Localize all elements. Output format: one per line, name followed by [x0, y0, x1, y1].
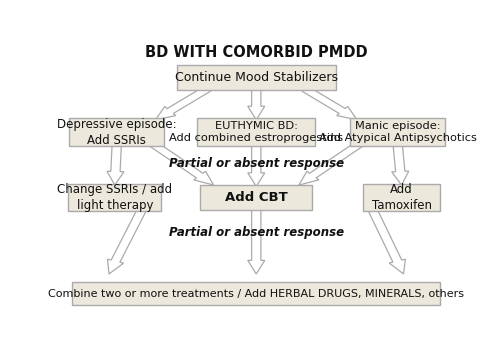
Polygon shape [392, 144, 409, 185]
Text: Partial or absent response: Partial or absent response [168, 157, 344, 170]
Polygon shape [150, 142, 214, 185]
Polygon shape [299, 142, 362, 185]
Text: Combine two or more treatments / Add HERBAL DRUGS, MINERALS, others: Combine two or more treatments / Add HER… [48, 289, 464, 299]
Text: Continue Mood Stabilizers: Continue Mood Stabilizers [175, 71, 338, 84]
Polygon shape [107, 144, 124, 185]
Text: Manic episode:
Add Atypical Antipsychotics: Manic episode: Add Atypical Antipsychoti… [319, 121, 476, 143]
FancyBboxPatch shape [70, 119, 164, 146]
Text: Add CBT: Add CBT [225, 191, 288, 204]
FancyBboxPatch shape [177, 65, 336, 90]
Text: Change SSRIs / add
light therapy: Change SSRIs / add light therapy [57, 183, 172, 212]
FancyBboxPatch shape [363, 184, 440, 211]
Polygon shape [302, 86, 357, 120]
Text: Depressive episode:
Add SSRIs: Depressive episode: Add SSRIs [57, 118, 176, 146]
Polygon shape [248, 89, 265, 120]
Text: EUTHYMIC BD:
Add combined estroprogestins: EUTHYMIC BD: Add combined estroprogestin… [169, 121, 344, 143]
FancyBboxPatch shape [72, 282, 440, 305]
Text: Partial or absent response: Partial or absent response [168, 226, 344, 239]
FancyBboxPatch shape [350, 119, 445, 146]
FancyBboxPatch shape [68, 184, 162, 211]
Polygon shape [108, 208, 146, 274]
Text: Add
Tamoxifen: Add Tamoxifen [372, 183, 432, 212]
Polygon shape [248, 144, 265, 186]
Text: BD WITH COMORBID PMDD: BD WITH COMORBID PMDD [145, 45, 368, 60]
Polygon shape [248, 208, 265, 274]
FancyBboxPatch shape [200, 185, 312, 210]
FancyBboxPatch shape [197, 119, 316, 146]
Polygon shape [368, 209, 406, 274]
Polygon shape [156, 86, 211, 120]
